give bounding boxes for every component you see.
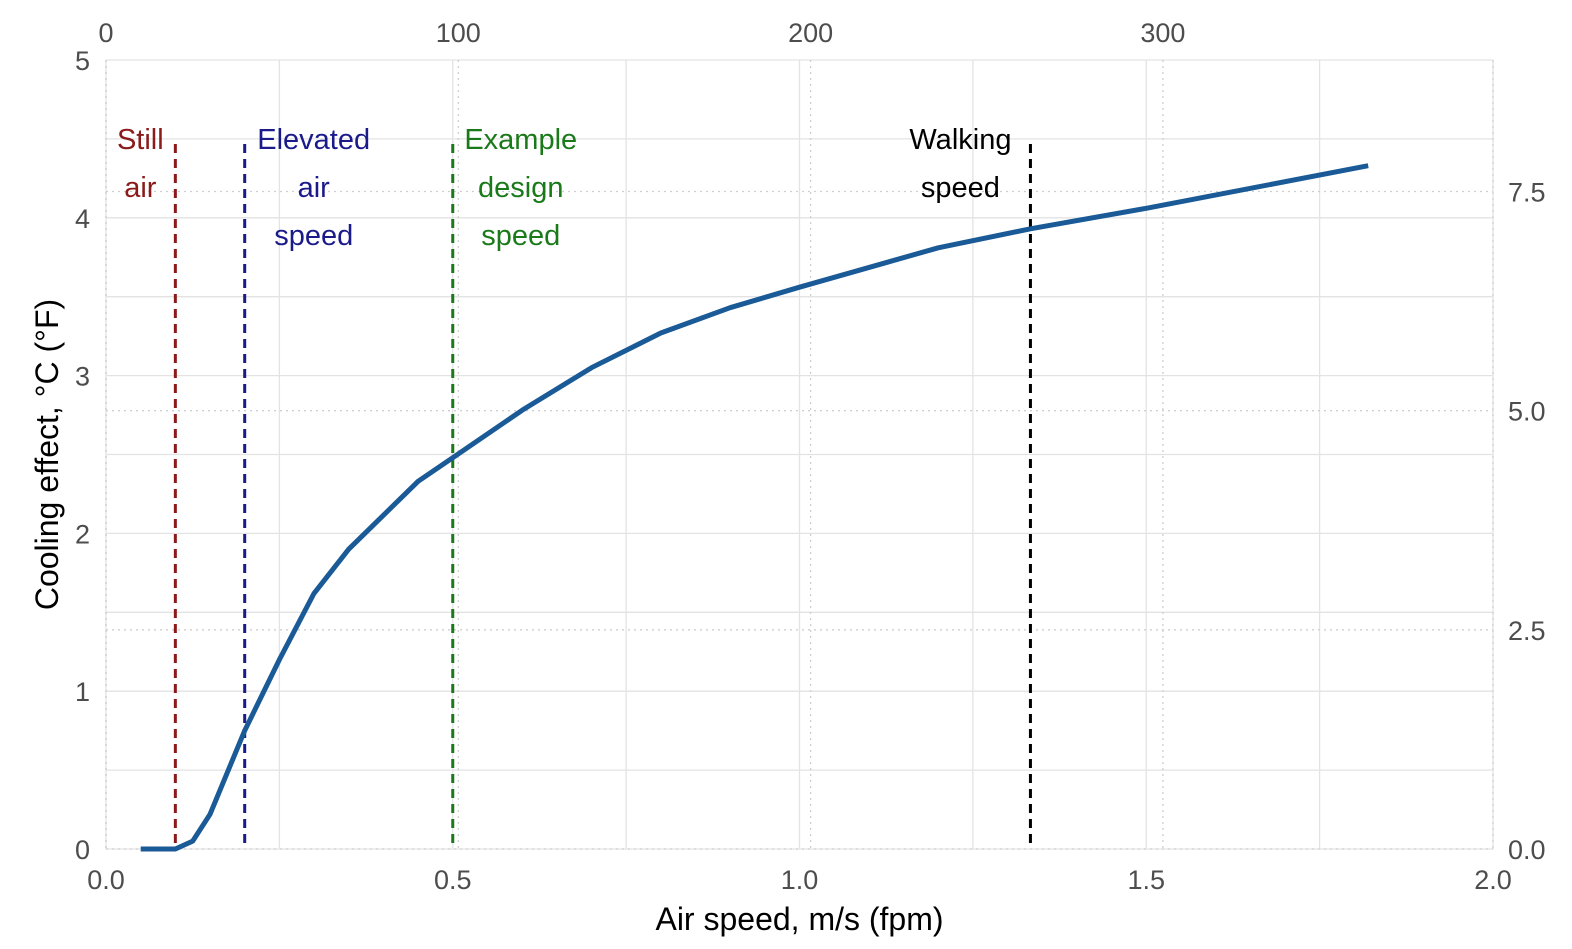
- reference-label: Elevated: [257, 124, 370, 156]
- reference-label: Example: [464, 124, 577, 156]
- reference-label: air: [298, 172, 331, 204]
- series-line: [140, 163, 1369, 852]
- x-tick-label: 0.0: [87, 865, 125, 895]
- reference-label: speed: [274, 220, 353, 252]
- y-tick-label: 4: [75, 204, 90, 234]
- y-tick-label: 5: [75, 46, 90, 76]
- x-tick-label: 2.0: [1474, 865, 1512, 895]
- y2-tick-label: 0.0: [1508, 835, 1546, 865]
- x-tick-label: 1.5: [1127, 865, 1165, 895]
- reference-label: Walking: [909, 124, 1011, 156]
- reference-label: speed: [921, 172, 1000, 204]
- x-tick-label: 1.0: [781, 865, 819, 895]
- x2-tick-label: 100: [436, 18, 481, 48]
- series: [140, 163, 1369, 852]
- x-axis-title: Air speed, m/s (fpm): [655, 901, 943, 937]
- y2-tick-label: 5.0: [1508, 397, 1546, 427]
- x2-tick-label: 300: [1140, 18, 1185, 48]
- y-tick-label: 2: [75, 519, 90, 549]
- reference-label: design: [478, 172, 563, 204]
- x-tick-label: 0.5: [434, 865, 472, 895]
- reference-label: Still: [117, 124, 164, 156]
- x2-tick-label: 0: [98, 18, 113, 48]
- reference-label: speed: [481, 220, 560, 252]
- y-tick-label: 1: [75, 677, 90, 707]
- grid: [105, 59, 1494, 850]
- y2-tick-label: 7.5: [1508, 178, 1546, 208]
- annotations: Still air Elevated air speed Example design spe…: [117, 124, 1011, 252]
- y2-tick-label: 2.5: [1508, 616, 1546, 646]
- y-tick-label: 0: [75, 835, 90, 865]
- y-tick-label: 3: [75, 362, 90, 392]
- x2-tick-label: 200: [788, 18, 833, 48]
- reference-label: air: [124, 172, 157, 204]
- y-axis-title: Cooling effect, °C (°F): [29, 299, 65, 610]
